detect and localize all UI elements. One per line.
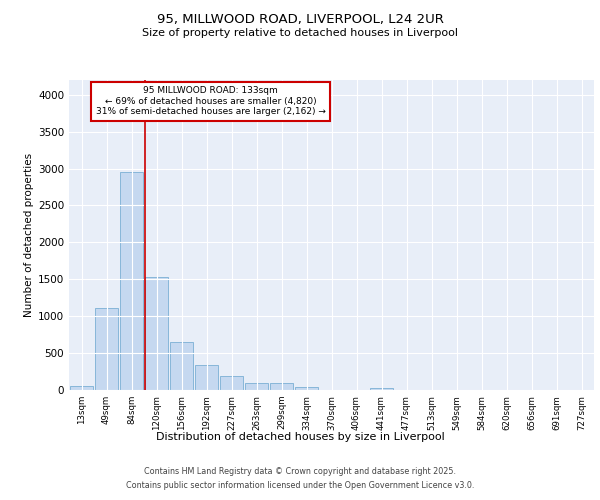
Bar bbox=[145, 277, 168, 390]
Text: 95 MILLWOOD ROAD: 133sqm
← 69% of detached houses are smaller (4,820)
31% of sem: 95 MILLWOOD ROAD: 133sqm ← 69% of detach… bbox=[96, 86, 326, 116]
Text: Distribution of detached houses by size in Liverpool: Distribution of detached houses by size … bbox=[155, 432, 445, 442]
Bar bbox=[270, 384, 293, 390]
Bar bbox=[95, 308, 118, 390]
Bar bbox=[220, 376, 243, 390]
Bar bbox=[370, 388, 393, 390]
Bar bbox=[245, 383, 268, 390]
Text: Size of property relative to detached houses in Liverpool: Size of property relative to detached ho… bbox=[142, 28, 458, 38]
Bar bbox=[295, 388, 318, 390]
Bar bbox=[170, 342, 193, 390]
Text: Contains public sector information licensed under the Open Government Licence v3: Contains public sector information licen… bbox=[126, 481, 474, 490]
Text: 95, MILLWOOD ROAD, LIVERPOOL, L24 2UR: 95, MILLWOOD ROAD, LIVERPOOL, L24 2UR bbox=[157, 12, 443, 26]
Bar bbox=[120, 172, 143, 390]
Y-axis label: Number of detached properties: Number of detached properties bbox=[24, 153, 34, 317]
Text: Contains HM Land Registry data © Crown copyright and database right 2025.: Contains HM Land Registry data © Crown c… bbox=[144, 468, 456, 476]
Bar bbox=[195, 365, 218, 390]
Bar bbox=[70, 386, 93, 390]
